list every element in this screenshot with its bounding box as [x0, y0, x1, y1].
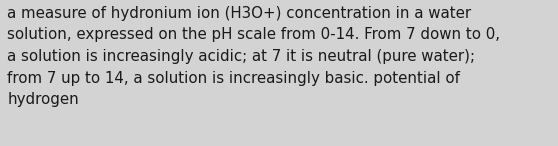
Text: a measure of hydronium ion (H3O+) concentration in a water
solution, expressed o: a measure of hydronium ion (H3O+) concen… — [7, 6, 501, 107]
